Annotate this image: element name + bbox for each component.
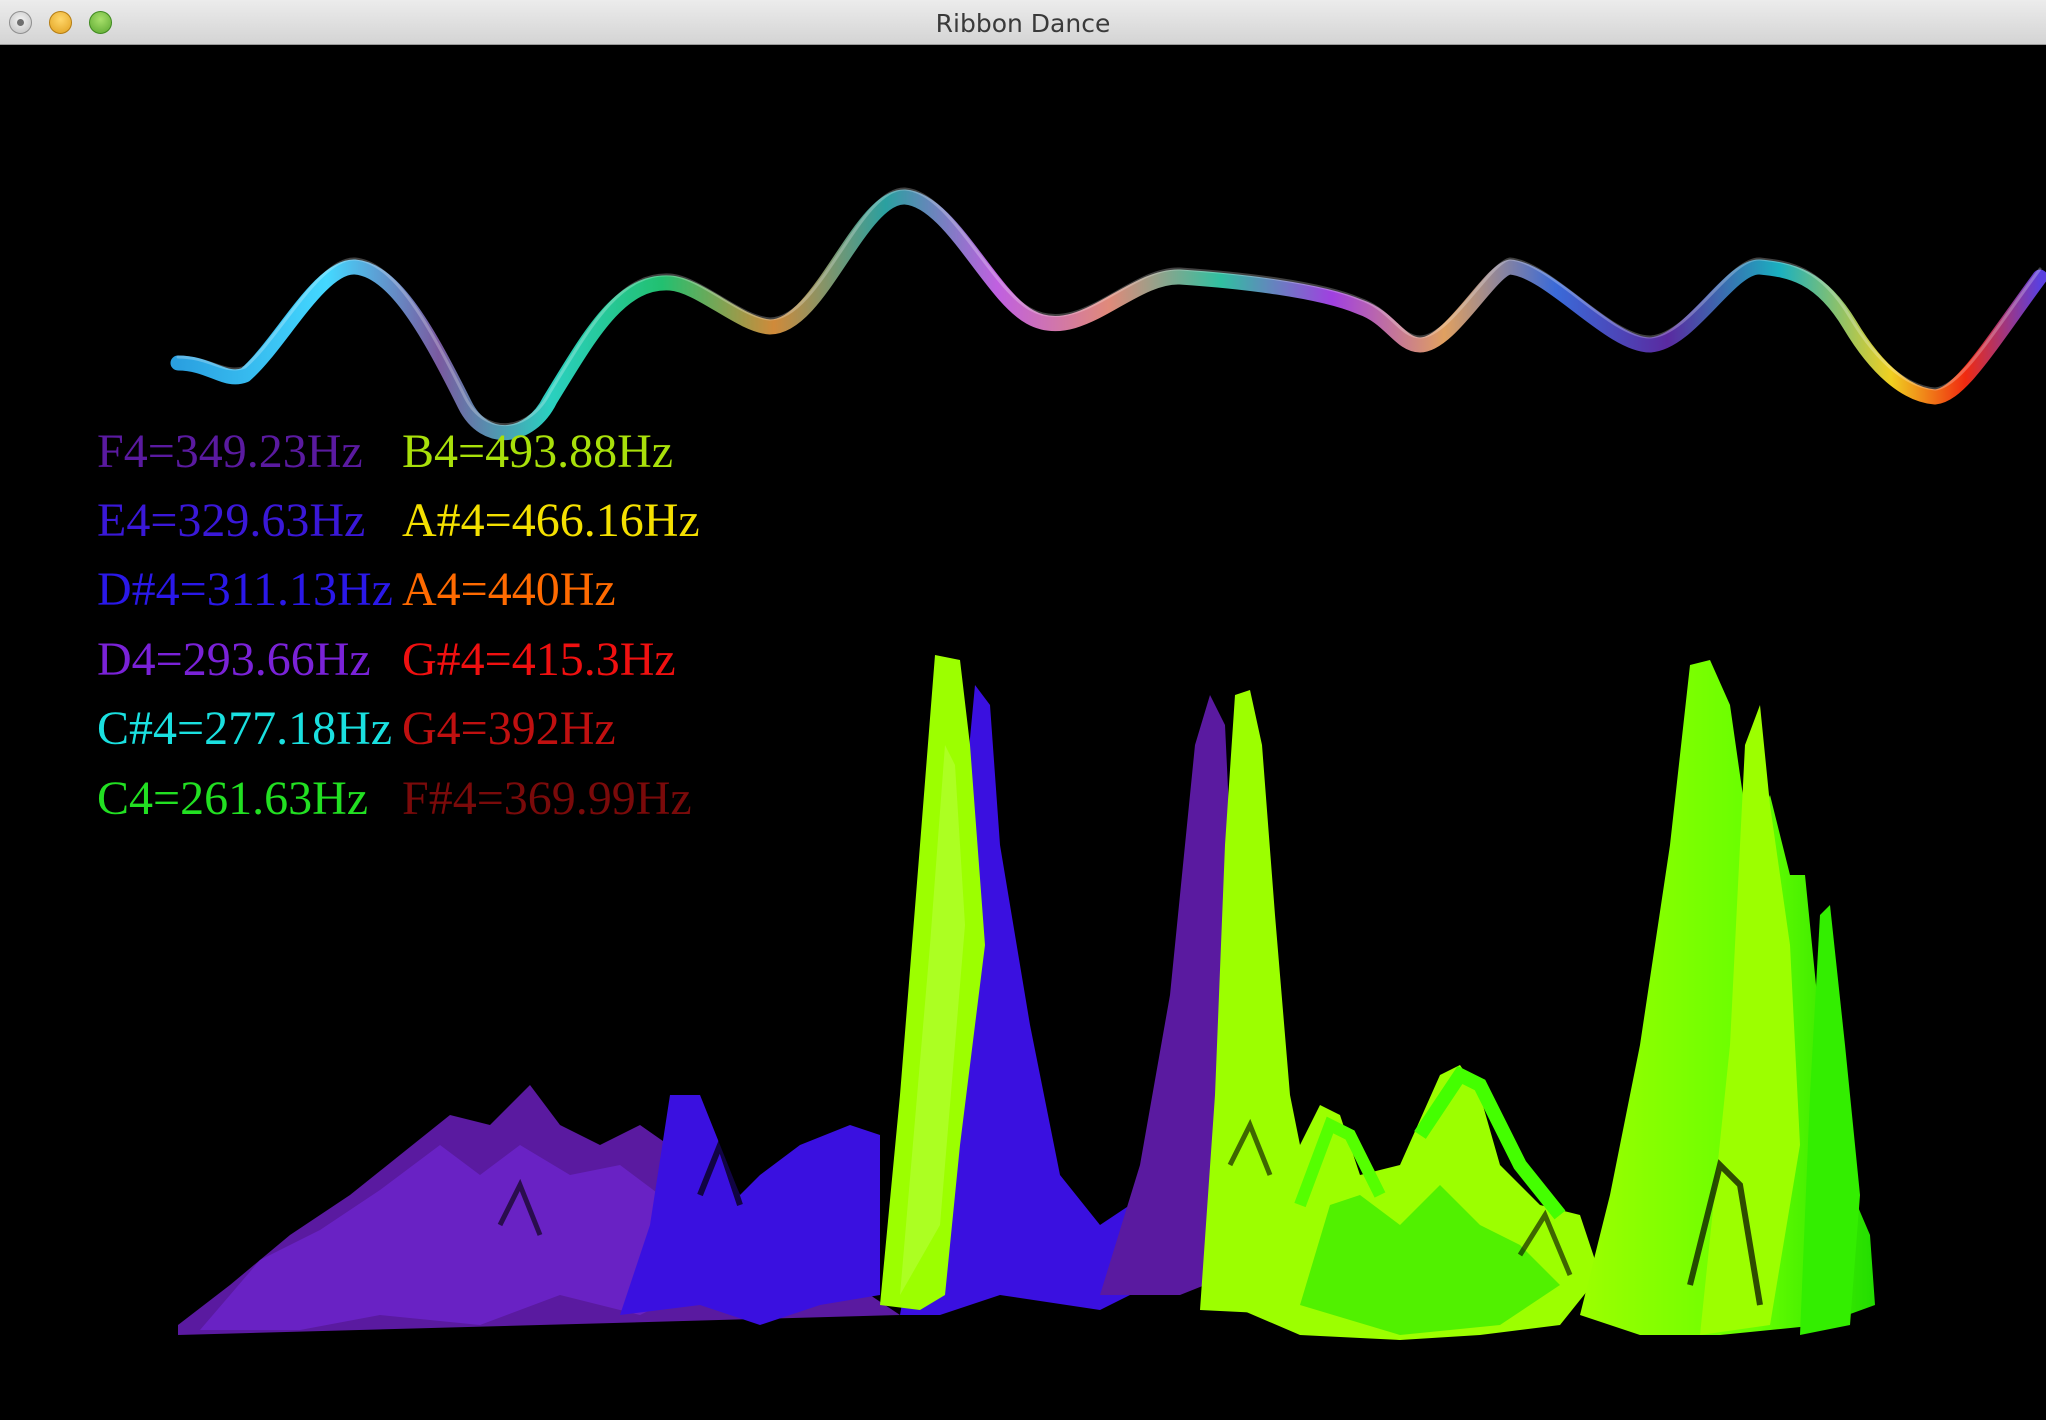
spectrum-display — [178, 655, 1875, 1340]
ribbon-wave — [170, 187, 2046, 440]
close-button[interactable] — [9, 11, 32, 34]
title-bar[interactable]: Ribbon Dance — [0, 0, 2046, 45]
ribbon-visualization — [170, 187, 2046, 1340]
note-label-f-sharp-4: F#4=369.99Hz — [402, 772, 692, 825]
note-label-d4: D4=293.66Hz — [97, 633, 371, 686]
note-label-a-sharp-4: A#4=466.16Hz — [402, 494, 700, 547]
note-frequency-legend: F4=349.23Hz E4=329.63Hz D#4=311.13Hz D4=… — [0, 45, 2046, 1420]
note-label-g4: G4=392Hz — [402, 702, 616, 755]
note-label-c4: C4=261.63Hz — [97, 772, 369, 825]
note-label-e4: E4=329.63Hz — [97, 494, 366, 547]
note-label-d-sharp-4: D#4=311.13Hz — [97, 563, 393, 616]
minimize-button[interactable] — [49, 11, 72, 34]
note-label-c-sharp-4: C#4=277.18Hz — [97, 702, 393, 755]
note-label-f4: F4=349.23Hz — [97, 425, 363, 478]
visualization-canvas[interactable]: F4=349.23Hz E4=329.63Hz D#4=311.13Hz D4=… — [0, 45, 2046, 1420]
zoom-button[interactable] — [89, 11, 112, 34]
note-label-b4: B4=493.88Hz — [402, 425, 674, 478]
note-label-g-sharp-4: G#4=415.3Hz — [402, 633, 676, 686]
window-title: Ribbon Dance — [935, 9, 1111, 38]
note-label-a4: A4=440Hz — [402, 563, 616, 616]
